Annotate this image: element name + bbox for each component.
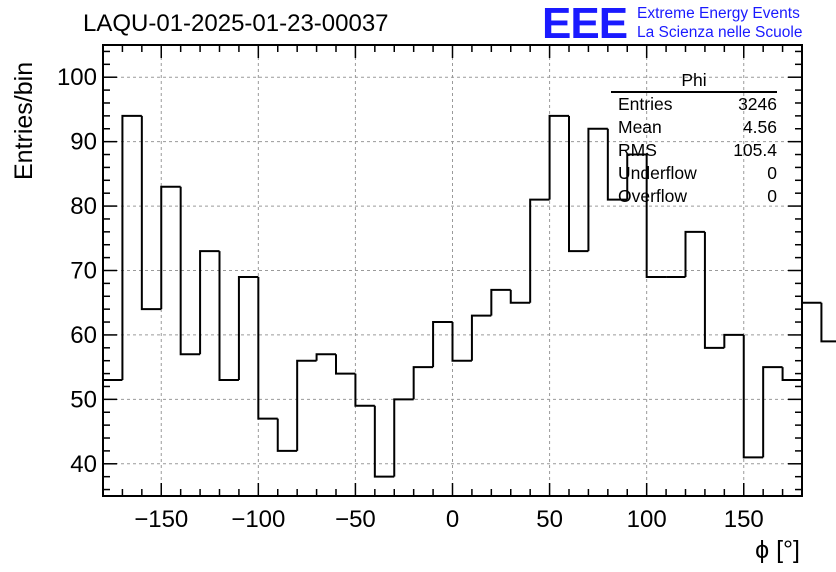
x-tick-label: 100 <box>627 506 667 533</box>
histogram-bin <box>393 398 414 477</box>
histogram-bin <box>335 354 356 375</box>
stats-row-mean: Mean 4.56 <box>611 116 777 139</box>
histogram-bin <box>218 251 239 382</box>
stats-label: Mean <box>618 117 662 137</box>
stats-row-entries: Entries 3246 <box>611 93 777 116</box>
histogram-bin <box>121 114 142 381</box>
histogram-bin <box>470 314 492 361</box>
histogram-bin <box>160 185 181 310</box>
histogram-bin <box>373 405 395 478</box>
histogram-bin <box>257 276 278 420</box>
histogram-bin <box>140 115 162 311</box>
histogram-bin <box>179 186 201 356</box>
x-tick-labels: −150 −100 −50 0 50 100 150 <box>134 506 764 533</box>
histogram-bin <box>237 275 259 381</box>
stats-box: Phi Entries 3246 Mean 4.56 RMS 105.4 Und… <box>611 70 777 208</box>
histogram-bin <box>490 288 511 316</box>
stats-label: Underflow <box>618 163 697 183</box>
histogram-bin <box>548 114 569 200</box>
histogram-bin <box>509 289 531 304</box>
histogram-bin <box>296 359 317 451</box>
histogram-bin <box>626 153 647 200</box>
stats-value: 0 <box>767 163 777 183</box>
logo-caption: Extreme Energy Events La Scienza nelle S… <box>637 4 802 42</box>
histogram-bin <box>742 334 764 459</box>
x-tick-label: 0 <box>446 506 459 533</box>
x-tick-label: 150 <box>724 506 764 533</box>
eee-logo: EEE <box>542 0 628 48</box>
stats-label: Overflow <box>618 186 688 206</box>
stats-label: RMS <box>618 140 657 160</box>
y-tick-label: 90 <box>70 129 97 156</box>
logo-caption-line1: Extreme Energy Events <box>637 5 800 22</box>
x-tick-label: 50 <box>536 506 563 533</box>
y-tick-label: 40 <box>70 451 97 478</box>
y-tick-labels: 40 50 60 70 80 90 100 <box>57 64 97 478</box>
stats-row-underflow: Underflow 0 <box>611 162 777 185</box>
x-tick-label: −50 <box>335 506 376 533</box>
stats-value: 105.4 <box>733 140 777 160</box>
logo-caption-line2: La Scienza nelle Scuole <box>637 24 803 41</box>
chart-title: LAQU-01-2025-01-23-00037 <box>83 10 389 37</box>
histogram-series <box>103 114 836 478</box>
x-tick-label: −150 <box>134 506 188 533</box>
stats-label: Entries <box>618 94 673 114</box>
y-tick-label: 70 <box>70 258 97 285</box>
y-tick-label: 60 <box>70 322 97 349</box>
histogram-bin <box>645 154 667 278</box>
histogram-bin <box>587 127 608 252</box>
y-tick-label: 100 <box>57 64 97 91</box>
histogram-bin <box>762 366 783 458</box>
histogram-bin <box>781 367 802 382</box>
histogram-bin <box>684 230 705 277</box>
y-tick-label: 50 <box>70 386 97 413</box>
histogram-bin <box>451 322 472 362</box>
stats-value: 3246 <box>738 94 777 114</box>
histogram-bin <box>529 198 550 303</box>
stats-value: 0 <box>767 186 777 206</box>
histogram-bin <box>199 250 220 355</box>
stats-row-overflow: Overflow 0 <box>611 185 777 208</box>
histogram-bin <box>820 302 836 343</box>
axis-ticks <box>102 45 803 496</box>
stats-value: 4.56 <box>742 117 777 137</box>
histogram-bin <box>315 353 336 361</box>
y-tick-label: 80 <box>70 193 97 220</box>
y-axis-label: Entries/bin <box>10 62 38 180</box>
histogram-bin <box>801 301 822 381</box>
histogram-bin <box>568 115 589 253</box>
stats-row-rms: RMS 105.4 <box>611 139 777 162</box>
histogram-bin <box>354 373 375 407</box>
histogram-bin <box>606 128 628 201</box>
histogram-bin <box>703 231 725 349</box>
stats-title: Phi <box>611 70 777 93</box>
histogram-bin <box>432 321 453 368</box>
x-axis-label: ϕ [°] <box>755 536 800 564</box>
histogram-bin <box>723 333 744 348</box>
histogram-bin <box>412 366 434 400</box>
histogram-bin <box>276 418 298 452</box>
x-tick-label: −100 <box>231 506 285 533</box>
